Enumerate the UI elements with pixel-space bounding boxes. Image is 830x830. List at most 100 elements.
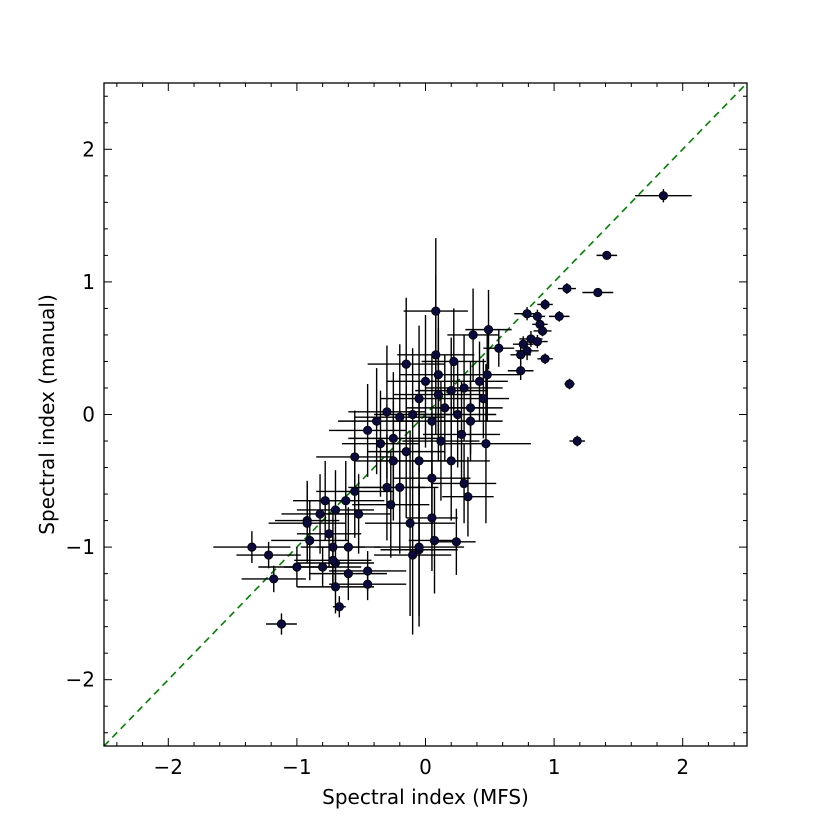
data-point	[522, 309, 532, 319]
data-point	[328, 542, 338, 552]
y-tick-label: −1	[66, 535, 95, 559]
data-point	[483, 325, 494, 335]
data-point	[414, 456, 424, 466]
data-point	[395, 482, 405, 493]
data-point	[315, 509, 325, 519]
data-point	[468, 330, 478, 340]
data-point	[372, 416, 382, 426]
data-point	[463, 492, 473, 502]
data-point	[459, 383, 469, 393]
y-tick-labels: −2 −1 0 1 2	[66, 137, 95, 691]
data-point	[658, 191, 669, 201]
data-point	[395, 412, 405, 422]
marker-layer	[247, 191, 669, 629]
tick-layer	[104, 83, 747, 746]
x-tick-label: −1	[282, 755, 311, 779]
data-point	[292, 562, 302, 572]
data-point	[436, 436, 446, 446]
data-point	[330, 582, 341, 592]
data-point	[449, 356, 459, 367]
data-point	[540, 299, 550, 310]
data-point	[440, 403, 450, 413]
data-point	[427, 513, 437, 523]
data-point	[363, 579, 373, 589]
data-point	[320, 496, 330, 506]
data-point	[414, 393, 424, 404]
data-point	[408, 409, 418, 420]
x-tick-label: 0	[419, 755, 432, 779]
data-point	[401, 359, 411, 369]
data-point	[427, 416, 437, 426]
data-point	[276, 619, 287, 629]
data-point	[494, 343, 504, 353]
data-point	[431, 350, 441, 360]
data-point	[247, 542, 257, 552]
data-point	[481, 439, 491, 449]
data-point	[478, 393, 488, 404]
data-point	[516, 366, 526, 376]
data-point	[532, 311, 542, 321]
y-tick-label: 0	[82, 403, 95, 427]
data-point	[375, 439, 386, 449]
y-tick-label: 1	[82, 270, 95, 294]
data-point	[451, 537, 461, 547]
data-point	[459, 478, 469, 489]
data-point	[334, 602, 344, 612]
x-axis-label: Spectral index (MFS)	[322, 785, 529, 809]
x-tick-label: 2	[676, 755, 689, 779]
data-point	[532, 336, 542, 347]
data-point	[328, 555, 338, 565]
data-point	[388, 456, 398, 466]
data-point	[382, 482, 392, 493]
data-point	[302, 518, 312, 528]
data-point	[318, 562, 328, 572]
data-point	[427, 473, 437, 483]
data-point	[562, 283, 572, 294]
data-point	[433, 370, 443, 380]
data-point	[401, 447, 411, 457]
data-point	[350, 452, 360, 462]
y-axis-label: Spectral index (manual)	[35, 294, 59, 535]
data-point	[414, 542, 424, 552]
data-point	[363, 566, 373, 576]
data-point	[431, 306, 441, 316]
data-point	[465, 416, 476, 426]
data-point	[593, 287, 603, 298]
data-point	[564, 379, 575, 389]
data-point	[456, 429, 467, 439]
x-tick-label: 1	[548, 755, 561, 779]
data-point	[405, 518, 415, 528]
data-point	[386, 500, 396, 510]
data-point	[482, 370, 492, 380]
data-point	[408, 550, 418, 560]
data-point	[602, 250, 612, 260]
data-point	[474, 376, 485, 386]
data-point	[516, 350, 526, 360]
data-point	[433, 390, 443, 400]
data-point	[343, 569, 353, 579]
data-point	[453, 409, 463, 420]
data-point	[264, 550, 274, 560]
data-point	[420, 376, 431, 386]
data-point	[382, 407, 392, 417]
data-point	[324, 529, 334, 539]
data-point	[537, 326, 548, 336]
data-point	[572, 436, 582, 446]
data-point	[341, 496, 351, 506]
data-point	[540, 354, 550, 364]
x-tick-label: −2	[154, 755, 183, 779]
data-point	[269, 574, 279, 584]
x-tick-labels: −2 −1 0 1 2	[154, 755, 690, 779]
data-point	[446, 386, 456, 396]
data-point	[330, 505, 341, 515]
y-tick-label: −2	[66, 668, 95, 692]
data-point	[350, 486, 360, 497]
data-point	[343, 542, 353, 552]
data-point	[388, 433, 398, 443]
data-point	[446, 456, 456, 466]
data-point	[429, 535, 440, 546]
data-point	[465, 403, 476, 413]
data-point	[354, 509, 364, 519]
data-point	[305, 535, 315, 546]
